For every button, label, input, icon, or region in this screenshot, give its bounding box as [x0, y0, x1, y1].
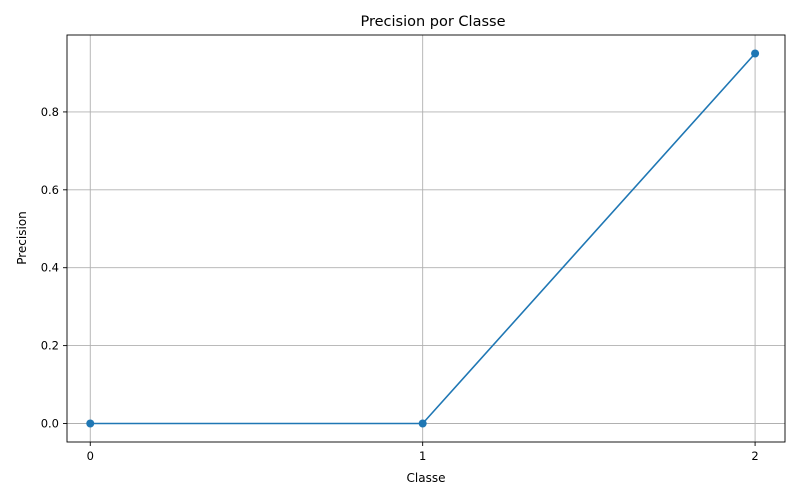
y-tick-label: 0.2	[41, 339, 59, 353]
data-point	[418, 419, 427, 428]
axis-ticks: 0 1 2 0.0 0.2 0.4 0.6 0.8	[41, 105, 759, 463]
x-tick-label: 1	[419, 449, 426, 463]
grid-lines	[67, 35, 785, 442]
y-tick-label: 0.4	[41, 261, 59, 275]
y-tick-label: 0.6	[41, 183, 59, 197]
data-point	[751, 49, 760, 58]
y-tick-label: 0.8	[41, 105, 59, 119]
chart-title: Precision por Classe	[360, 14, 505, 30]
x-tick-label: 0	[87, 449, 94, 463]
y-tick-label: 0.0	[41, 417, 59, 431]
y-axis-label: Precision	[15, 211, 29, 265]
x-tick-label: 2	[751, 449, 758, 463]
data-point	[86, 419, 95, 428]
plot-frame	[66, 34, 786, 443]
series-layer	[86, 49, 760, 428]
x-axis-label: Classe	[407, 471, 446, 485]
